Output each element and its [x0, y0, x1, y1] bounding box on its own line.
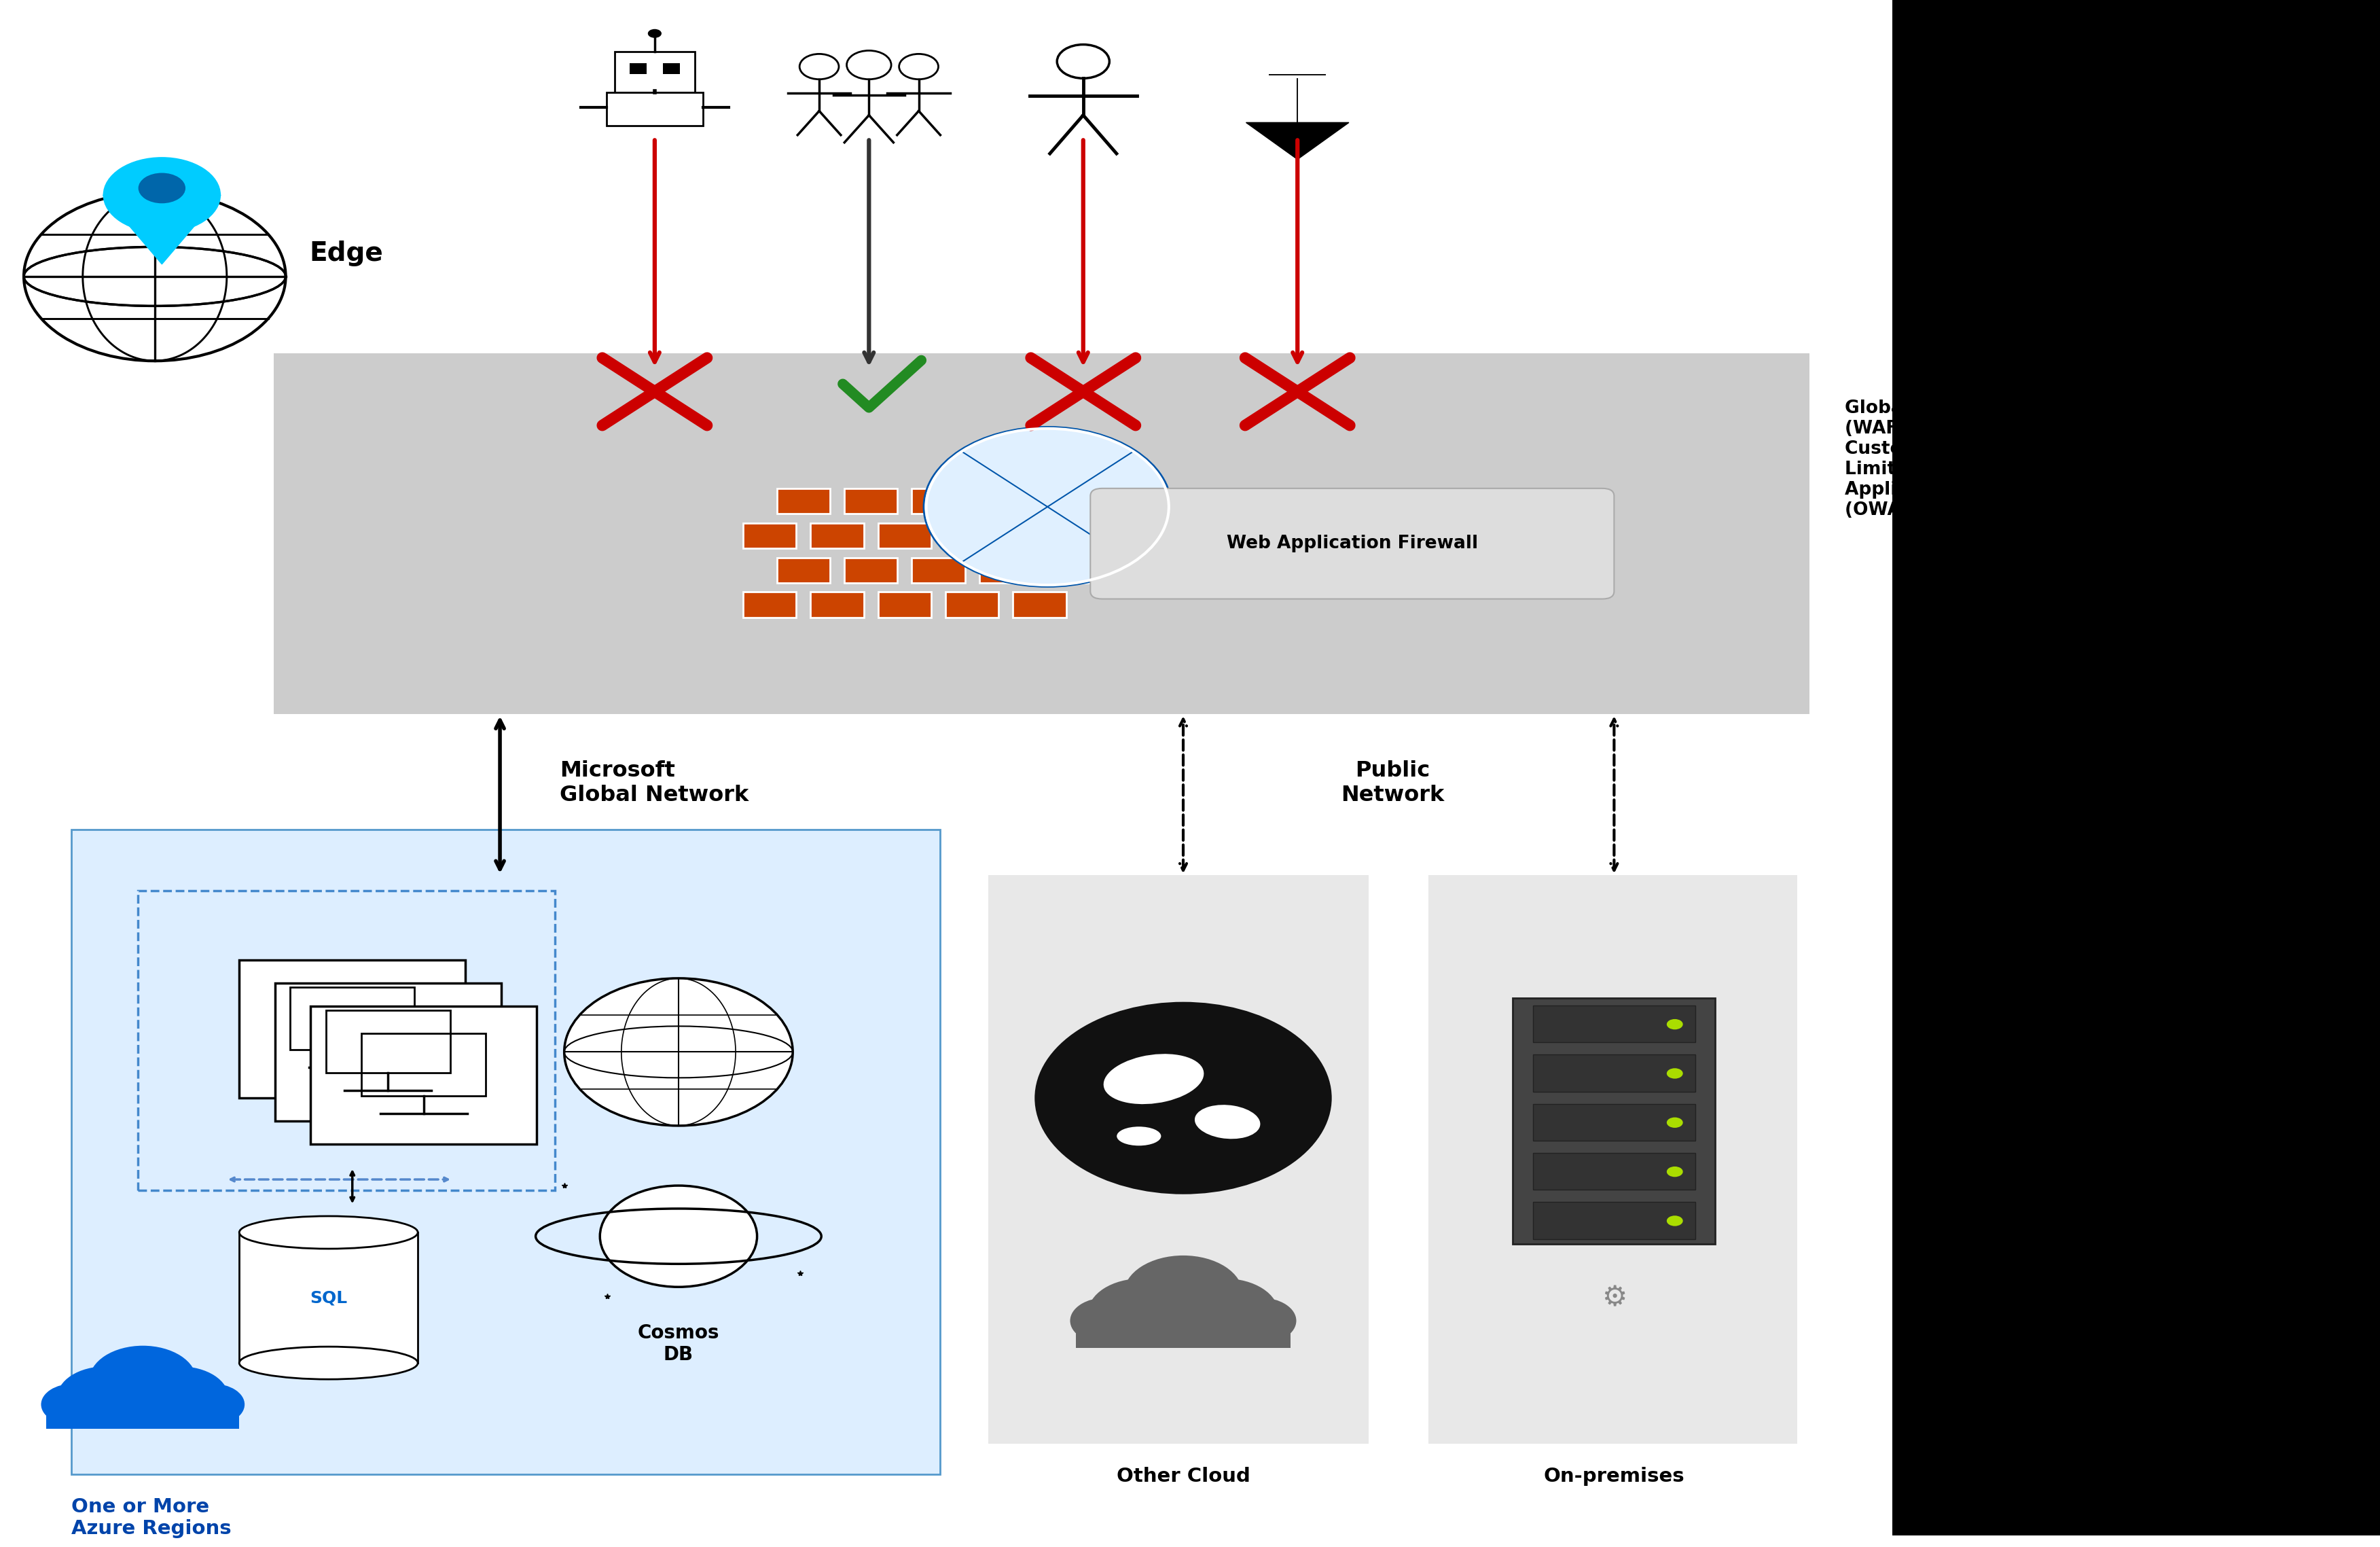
- Circle shape: [1035, 1002, 1330, 1193]
- Bar: [628, 63, 647, 74]
- Bar: [1533, 1153, 1695, 1190]
- Circle shape: [800, 54, 838, 79]
- Bar: [776, 557, 831, 583]
- Text: Web Application Firewall: Web Application Firewall: [1226, 535, 1478, 552]
- Text: Edge: Edge: [309, 240, 383, 266]
- Text: Cosmos
DB: Cosmos DB: [638, 1323, 719, 1364]
- Bar: [743, 523, 795, 548]
- Bar: [1014, 523, 1066, 548]
- Circle shape: [564, 978, 793, 1126]
- Bar: [878, 593, 931, 617]
- Circle shape: [1069, 1298, 1142, 1344]
- Bar: [1076, 1313, 1290, 1347]
- Text: One or More
Azure Regions: One or More Azure Regions: [71, 1497, 231, 1538]
- Circle shape: [1666, 1166, 1683, 1177]
- Text: On-premises: On-premises: [1542, 1467, 1685, 1485]
- Circle shape: [57, 1366, 152, 1428]
- Ellipse shape: [1116, 1126, 1161, 1146]
- Bar: [1514, 998, 1714, 1244]
- Bar: [912, 557, 964, 583]
- Circle shape: [1666, 1117, 1683, 1128]
- Circle shape: [1223, 1298, 1295, 1344]
- Circle shape: [900, 54, 938, 79]
- Ellipse shape: [1104, 1054, 1204, 1105]
- Circle shape: [138, 173, 186, 203]
- Bar: [290, 987, 414, 1050]
- Bar: [945, 523, 1000, 548]
- Text: Microsoft
Global Network: Microsoft Global Network: [559, 761, 747, 806]
- Bar: [238, 959, 466, 1098]
- Polygon shape: [1245, 122, 1349, 159]
- Text: Public
Network: Public Network: [1340, 761, 1445, 806]
- Bar: [71, 829, 940, 1474]
- Circle shape: [847, 51, 890, 79]
- Bar: [1014, 593, 1066, 617]
- Circle shape: [133, 1366, 228, 1428]
- Circle shape: [1666, 1067, 1683, 1078]
- Bar: [988, 876, 1368, 1443]
- Bar: [809, 523, 864, 548]
- Bar: [978, 489, 1033, 514]
- Bar: [662, 63, 681, 74]
- Circle shape: [1123, 1256, 1242, 1332]
- Bar: [1533, 1006, 1695, 1043]
- Ellipse shape: [240, 1346, 419, 1380]
- Polygon shape: [102, 195, 221, 265]
- Bar: [1533, 1202, 1695, 1239]
- Bar: [845, 489, 897, 514]
- Bar: [240, 1233, 419, 1363]
- Text: Other Cloud: Other Cloud: [1116, 1467, 1250, 1485]
- Bar: [878, 523, 931, 548]
- Bar: [362, 1033, 486, 1095]
- Circle shape: [90, 1346, 195, 1416]
- Bar: [1428, 876, 1797, 1443]
- Bar: [48, 1397, 240, 1428]
- Bar: [138, 891, 555, 1190]
- Text: Global Web Application Firewall
(WAF) policy
Custom Access Control Rate
Limit Op: Global Web Application Firewall (WAF) po…: [1844, 399, 2166, 518]
- Bar: [1533, 1055, 1695, 1092]
- Bar: [1047, 489, 1100, 514]
- Bar: [309, 1006, 538, 1145]
- Circle shape: [24, 192, 286, 360]
- Bar: [978, 557, 1033, 583]
- Circle shape: [102, 158, 221, 234]
- Bar: [614, 53, 695, 93]
- Circle shape: [923, 427, 1171, 586]
- Bar: [1533, 1105, 1695, 1140]
- Ellipse shape: [1195, 1105, 1259, 1139]
- Circle shape: [181, 1383, 245, 1425]
- Bar: [743, 593, 795, 617]
- Bar: [776, 489, 831, 514]
- Bar: [912, 489, 964, 514]
- Bar: [945, 593, 1000, 617]
- Bar: [274, 353, 1809, 715]
- Circle shape: [647, 29, 662, 39]
- Circle shape: [40, 1383, 105, 1425]
- Circle shape: [600, 1185, 757, 1287]
- Bar: [326, 1010, 450, 1072]
- Bar: [607, 93, 702, 125]
- Bar: [809, 593, 864, 617]
- Circle shape: [1171, 1278, 1278, 1347]
- FancyBboxPatch shape: [1090, 489, 1614, 599]
- Circle shape: [1057, 45, 1109, 79]
- Circle shape: [1666, 1216, 1683, 1227]
- Bar: [1047, 557, 1100, 583]
- Bar: [845, 557, 897, 583]
- Text: SQL: SQL: [309, 1290, 347, 1306]
- Text: ⚙: ⚙: [1602, 1284, 1626, 1312]
- Ellipse shape: [240, 1216, 419, 1248]
- Bar: [1892, 0, 2380, 1536]
- Circle shape: [1666, 1019, 1683, 1029]
- Bar: [276, 982, 502, 1122]
- Circle shape: [1088, 1278, 1195, 1347]
